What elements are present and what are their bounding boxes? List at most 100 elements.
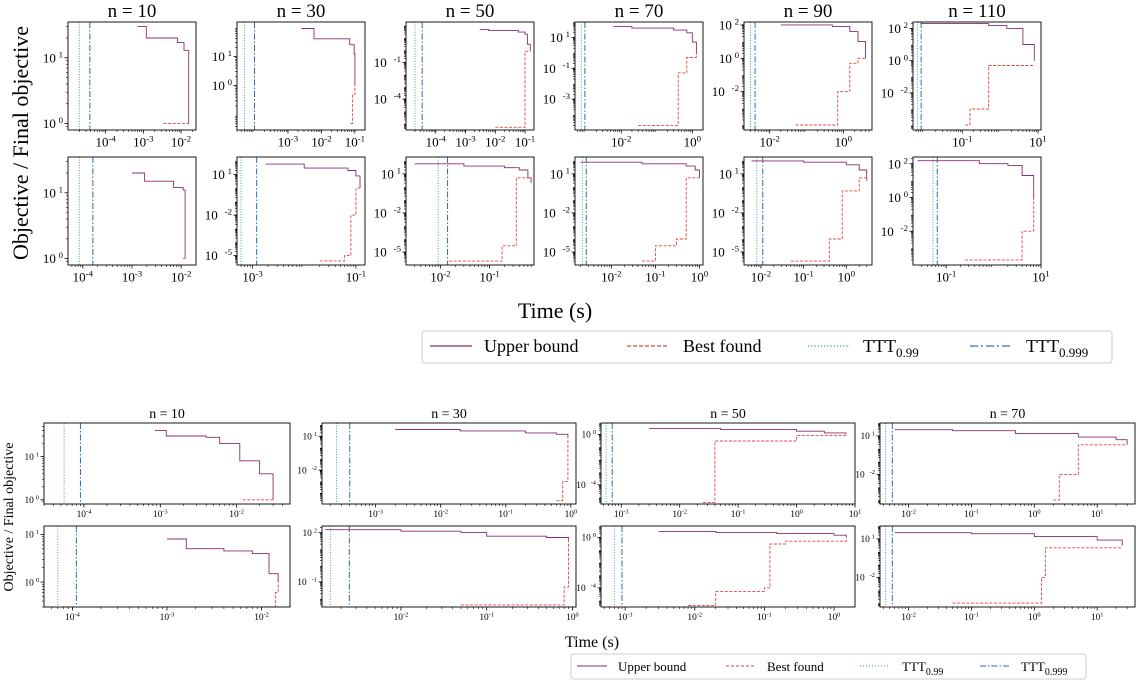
upper-bound-line [658, 530, 847, 538]
x-tick-label: 10-3 [614, 508, 629, 520]
top-legend-upper-label: Upper bound [484, 336, 578, 356]
y-tick-label: 10 [860, 432, 870, 442]
x-tick-label: 10-3 [133, 134, 154, 150]
x-tick-label: 10-1 [479, 269, 499, 285]
y-tick-exp: -2 [732, 83, 739, 93]
x-tick-label: 10-2 [760, 134, 780, 150]
y-tick-label: 10 [205, 208, 218, 223]
axes-frame [574, 156, 704, 266]
top-ylabel: Objective / Final objective [8, 26, 33, 260]
y-tick-exp: -2 [312, 465, 317, 472]
top-legend-ttt999-label: TTT0.999 [1026, 336, 1088, 360]
x-tick-label: 100 [835, 134, 853, 150]
x-tick-label: 10-1 [479, 611, 494, 623]
x-tick-label: 10-3 [278, 134, 299, 150]
panel-title: n = 70 [615, 1, 664, 22]
x-tick-label: 10-1 [731, 508, 746, 520]
top-legend-ttt999-sub: 0.999 [1059, 345, 1088, 360]
upper-bound-line [751, 160, 868, 181]
best-found-line [642, 177, 700, 262]
y-tick-label: 10 [719, 166, 732, 181]
x-tick-label: 100 [1028, 611, 1041, 623]
top-legend-frame [421, 330, 1113, 364]
upper-bound-line [132, 172, 186, 259]
y-tick-exp: -1 [394, 54, 401, 64]
x-tick-label: 10-2 [611, 134, 631, 150]
x-tick-label: 10-3 [160, 611, 175, 623]
x-tick-label: 10-3 [242, 269, 263, 285]
upper-bound-line [920, 23, 1035, 61]
y-tick-label: 10 [212, 49, 225, 64]
y-tick-exp: -4 [394, 91, 402, 101]
y-tick-label: 10 [719, 17, 732, 32]
upper-bound-line [301, 28, 356, 86]
upper-bound-line [265, 163, 361, 189]
x-tick-label: 101 [1032, 269, 1049, 285]
y-tick-label: 10 [297, 578, 307, 588]
bottom-legend-ttt99-label: TTT0.99 [902, 659, 943, 678]
x-tick-label: 10-2 [433, 508, 448, 520]
upper-bound-line [414, 163, 532, 183]
y-tick-label: 10 [43, 185, 56, 200]
upper-bound-line [479, 28, 531, 51]
y-tick-exp: 0 [228, 77, 233, 87]
axes-frame [321, 525, 577, 608]
upper-bound-line [649, 427, 847, 435]
best-found-line [350, 85, 356, 124]
panel-title: n = 30 [431, 407, 467, 422]
x-tick-label: 10-3 [618, 611, 633, 623]
top-legend: Upper bound Best found TTT0.99 TTT0.999 [421, 330, 1113, 364]
upper-bound-line [580, 161, 700, 178]
y-tick-label: 10 [576, 481, 586, 491]
axes-frame [600, 525, 856, 608]
y-tick-exp: -2 [394, 205, 401, 215]
y-tick-exp: -2 [732, 205, 739, 215]
x-tick-label: 10-4 [77, 508, 92, 520]
x-tick-label: 10-3 [455, 134, 476, 150]
x-tick-label: 10-2 [254, 611, 269, 623]
y-tick-label: 10 [24, 578, 34, 588]
top-legend-best-label: Best found [683, 336, 762, 356]
bottom-legend-frame [570, 653, 1087, 680]
y-tick-label: 10 [24, 496, 34, 506]
bottom-ylabel: Objective / Final objective [2, 443, 17, 592]
x-tick-label: 100 [691, 269, 709, 285]
y-tick-exp: 1 [228, 166, 232, 176]
y-tick-exp: -2 [901, 85, 908, 95]
y-tick-label: 10 [43, 251, 56, 266]
axes-frame [43, 422, 291, 505]
upper-bound-line [325, 529, 569, 540]
best-found-line [703, 434, 847, 503]
y-tick-label: 10 [374, 92, 387, 107]
y-tick-label: 10 [297, 466, 307, 476]
x-tick-label: 10-2 [687, 611, 702, 623]
y-tick-exp: 0 [593, 429, 596, 436]
best-found-line [965, 65, 1035, 126]
best-found-line [460, 539, 569, 606]
upper-bound-line [613, 26, 697, 53]
x-tick-label: 10-2 [394, 611, 409, 623]
y-tick-label: 10 [302, 433, 312, 443]
panel-title: n = 50 [710, 407, 746, 422]
y-tick-label: 10 [888, 156, 901, 171]
best-found-line [556, 437, 569, 502]
x-tick-label: 10-1 [757, 611, 772, 623]
best-found-line [449, 177, 532, 262]
axes-frame [574, 21, 704, 131]
y-tick-exp: -5 [563, 244, 571, 254]
best-found-line [795, 57, 866, 126]
y-tick-exp: 0 [904, 189, 909, 199]
y-tick-exp: 0 [59, 250, 64, 260]
y-tick-label: 10 [43, 50, 56, 65]
panel-title: n = 50 [446, 1, 495, 22]
y-tick-exp: -2 [901, 223, 908, 233]
y-tick-label: 10 [205, 248, 218, 263]
